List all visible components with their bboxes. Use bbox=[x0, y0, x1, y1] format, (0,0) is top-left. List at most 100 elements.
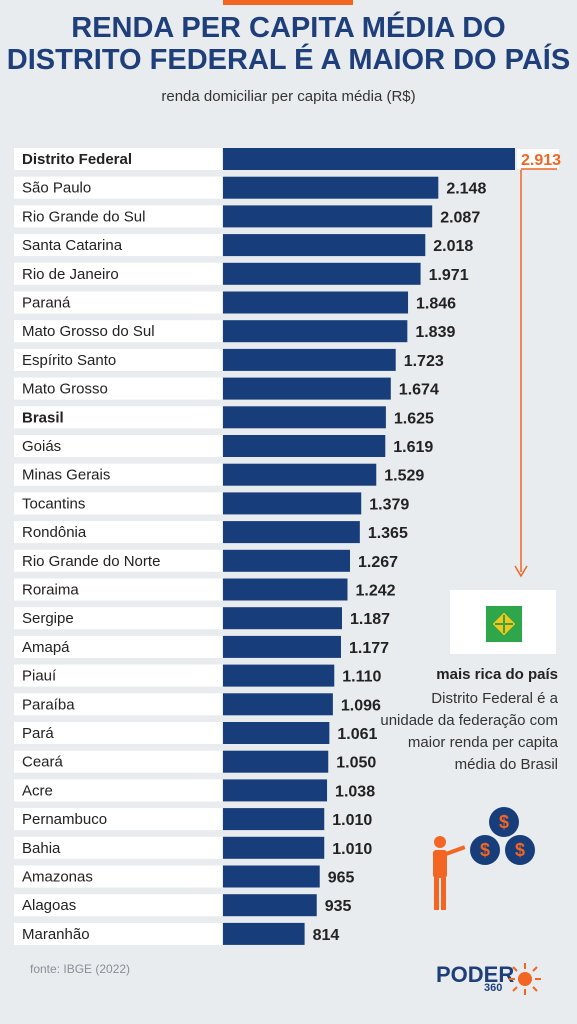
category-label-bg bbox=[14, 808, 222, 831]
value-label: 1.177 bbox=[349, 640, 389, 657]
bar bbox=[223, 607, 342, 630]
category-label: Paraíba bbox=[22, 696, 75, 713]
bar bbox=[223, 406, 386, 429]
bar bbox=[223, 865, 320, 888]
value-label: 1.839 bbox=[415, 324, 455, 341]
value-label: 1.529 bbox=[384, 468, 424, 485]
category-label-bg bbox=[14, 607, 222, 630]
category-label-bg bbox=[14, 291, 222, 314]
category-label-bg bbox=[14, 922, 222, 945]
bar bbox=[223, 578, 348, 601]
title-line-1: RENDA PER CAPITA MÉDIA DO bbox=[71, 12, 506, 44]
category-label: Ceará bbox=[22, 754, 64, 771]
value-label: 1.010 bbox=[332, 841, 372, 858]
bar bbox=[223, 836, 325, 859]
category-label: Acre bbox=[22, 782, 53, 799]
bar bbox=[223, 234, 426, 257]
category-label-bg bbox=[14, 377, 222, 400]
value-label: 2.148 bbox=[446, 181, 486, 198]
bar bbox=[223, 348, 396, 371]
category-label: Rio Grande do Norte bbox=[22, 553, 160, 570]
category-label-bg bbox=[14, 148, 222, 170]
value-label: 1.010 bbox=[332, 812, 372, 829]
callout-title: mais rica do país bbox=[436, 666, 558, 683]
value-label: 1.096 bbox=[341, 697, 381, 714]
value-label: 935 bbox=[325, 898, 352, 915]
value-label: 1.110 bbox=[342, 669, 381, 686]
category-label-bg bbox=[14, 865, 222, 888]
category-label: Alagoas bbox=[22, 897, 76, 914]
value-label: 1.379 bbox=[369, 496, 409, 513]
logo-text: PODER bbox=[436, 962, 515, 987]
category-label-bg bbox=[14, 205, 222, 228]
category-label: Rio de Janeiro bbox=[22, 266, 119, 283]
category-label: Amapá bbox=[22, 639, 70, 656]
bar bbox=[223, 320, 408, 343]
category-label-bg bbox=[14, 664, 222, 687]
value-label: 1.365 bbox=[368, 525, 408, 542]
bar bbox=[223, 779, 328, 802]
category-label: Brasil bbox=[22, 409, 64, 426]
category-label: Goiás bbox=[22, 438, 61, 455]
category-label-bg bbox=[14, 722, 222, 744]
page-title: RENDA PER CAPITA MÉDIA DO DISTRITO FEDER… bbox=[0, 12, 577, 76]
sunburst-icon bbox=[509, 963, 541, 995]
value-label: 1.061 bbox=[337, 726, 377, 743]
bar bbox=[223, 750, 329, 773]
value-label: 1.846 bbox=[416, 296, 456, 313]
svg-text:$: $ bbox=[480, 840, 490, 860]
category-label: Sergipe bbox=[22, 610, 74, 627]
category-label-bg bbox=[14, 234, 222, 257]
bar-chart: Distrito Federal 2.913 São Paulo 2.148 Rio G… bbox=[14, 148, 561, 945]
distrito-federal-flag-icon bbox=[486, 606, 522, 642]
value-label: 1.625 bbox=[394, 410, 434, 427]
category-label: Santa Catarina bbox=[22, 237, 123, 254]
category-label-bg bbox=[14, 521, 222, 544]
category-label: Bahia bbox=[22, 840, 61, 857]
person-with-coins-icon: $ $ $ bbox=[433, 807, 535, 910]
category-label-bg bbox=[14, 894, 222, 917]
value-label: 1.038 bbox=[335, 783, 375, 800]
value-label: 965 bbox=[328, 870, 355, 887]
category-label: Mato Grosso do Sul bbox=[22, 323, 155, 340]
value-label: 2.087 bbox=[440, 209, 480, 226]
category-label-bg bbox=[14, 635, 222, 658]
category-label-bg bbox=[14, 693, 222, 716]
category-label: Distrito Federal bbox=[22, 151, 132, 168]
title-line-2: DISTRITO FEDERAL É A MAIOR DO PAÍS bbox=[6, 44, 571, 76]
value-label: 1.674 bbox=[399, 382, 439, 399]
category-label-bg bbox=[14, 779, 222, 802]
bar bbox=[223, 148, 515, 170]
category-label: Rio Grande do Sul bbox=[22, 208, 145, 225]
value-label: 1.723 bbox=[404, 353, 444, 370]
source-note: fonte: IBGE (2022) bbox=[30, 962, 131, 976]
category-label: Roraima bbox=[22, 582, 79, 599]
category-label: Pernambuco bbox=[22, 811, 107, 828]
category-label: Minas Gerais bbox=[22, 467, 110, 484]
category-label-bg bbox=[14, 750, 222, 773]
callout-body: Distrito Federal é a unidade da federaçã… bbox=[380, 690, 558, 773]
bar bbox=[223, 176, 439, 199]
bar bbox=[223, 894, 317, 917]
category-label-bg bbox=[14, 348, 222, 371]
bar bbox=[223, 492, 362, 515]
bar bbox=[223, 463, 377, 486]
bar bbox=[223, 205, 433, 228]
bar bbox=[223, 693, 333, 716]
category-label: Mato Grosso bbox=[22, 381, 108, 398]
category-label-bg bbox=[14, 492, 222, 515]
category-label-bg bbox=[14, 176, 222, 199]
value-label: 1.971 bbox=[429, 267, 469, 284]
category-label: Amazonas bbox=[22, 869, 93, 886]
category-label-bg bbox=[14, 836, 222, 859]
value-label: 1.050 bbox=[336, 755, 376, 772]
category-label: Espírito Santo bbox=[22, 352, 116, 369]
accent-bar bbox=[223, 0, 353, 5]
category-label-bg bbox=[14, 435, 222, 457]
value-label: 1.619 bbox=[393, 439, 433, 456]
bar bbox=[223, 377, 391, 400]
bar bbox=[223, 435, 386, 457]
category-label: Pará bbox=[22, 725, 54, 742]
value-label: 1.187 bbox=[350, 611, 390, 628]
category-label-bg bbox=[14, 463, 222, 486]
